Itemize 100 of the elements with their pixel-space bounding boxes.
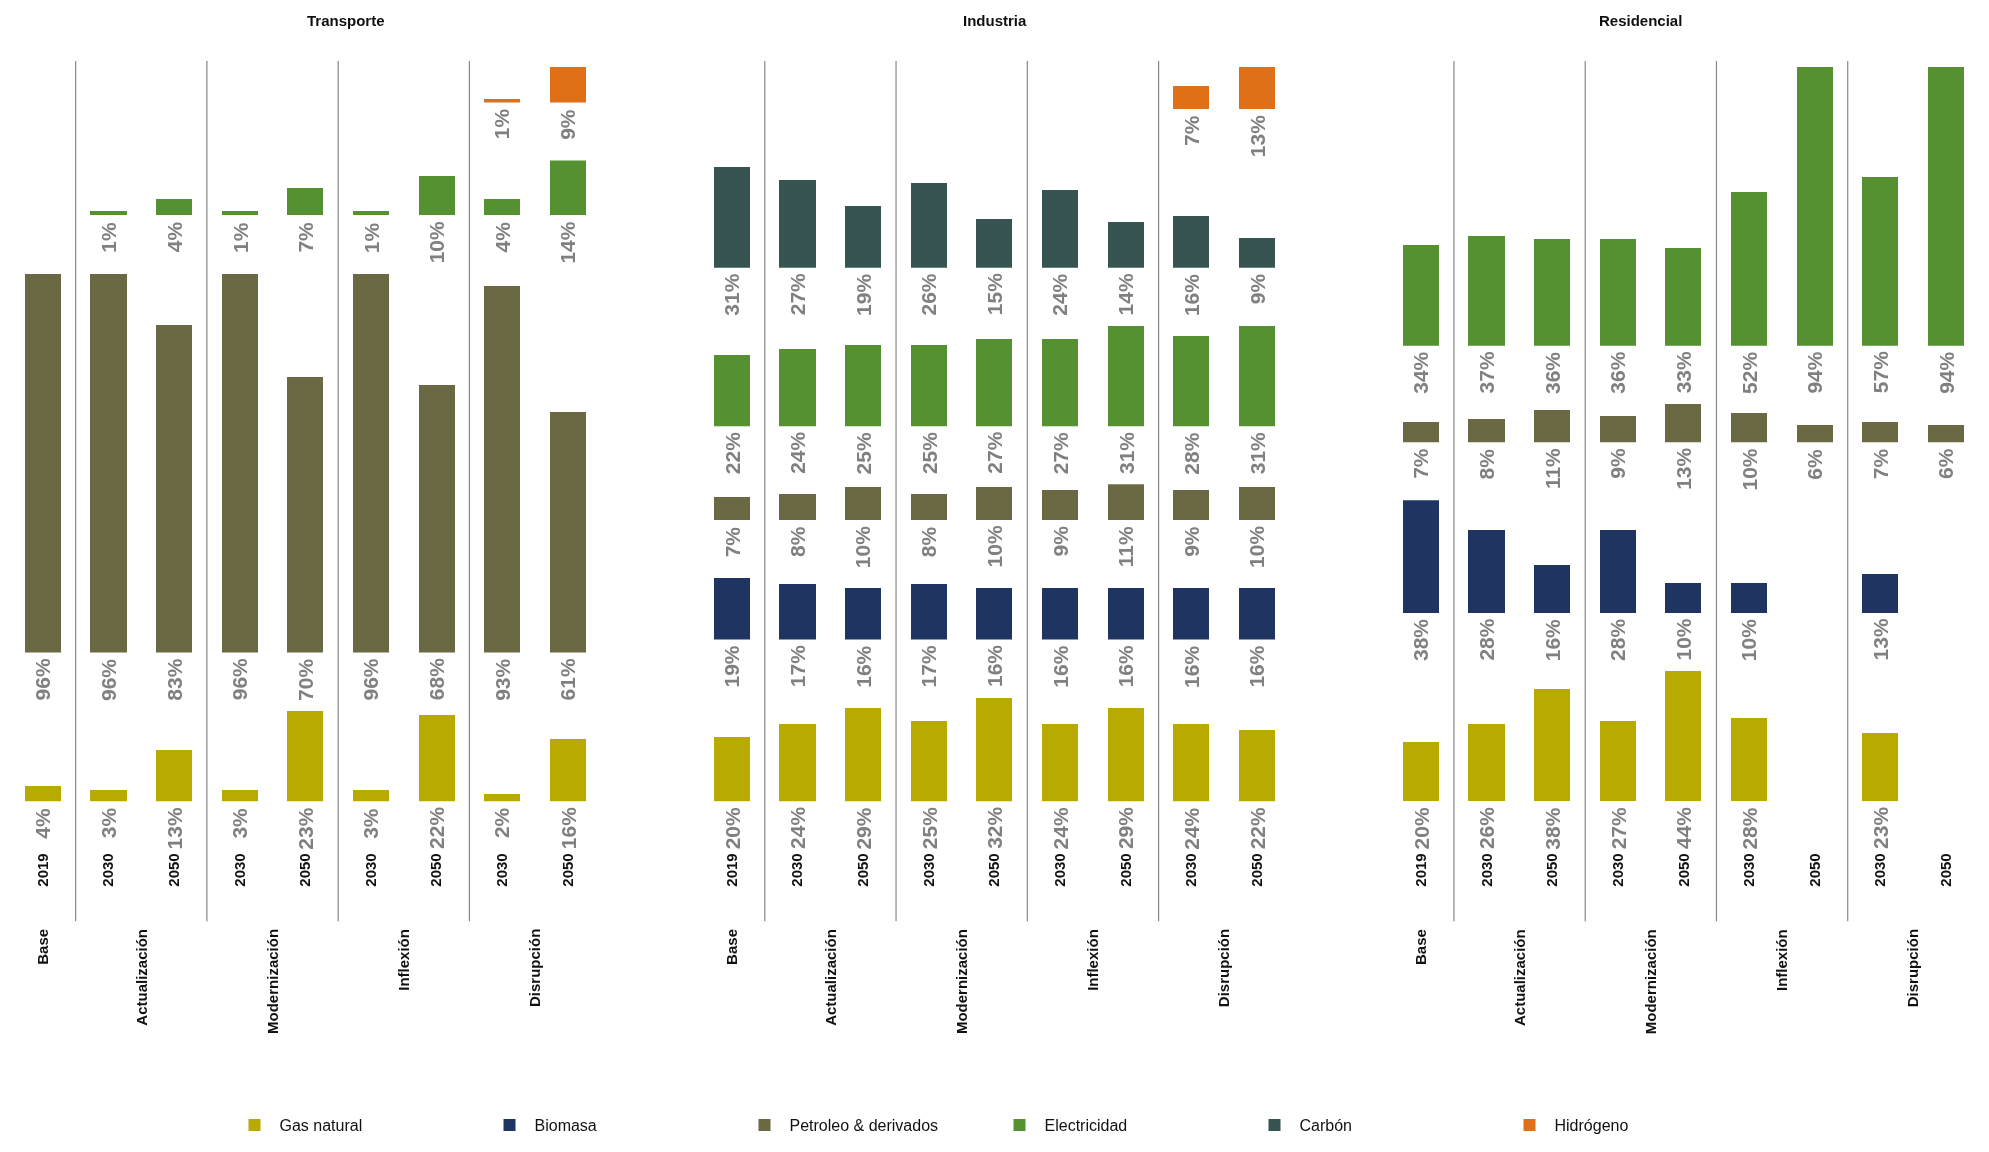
data-label: 27% — [1606, 807, 1630, 850]
data-label: 25% — [917, 806, 941, 850]
data-label: 2% — [490, 807, 514, 839]
data-label: 4% — [491, 221, 515, 253]
bar — [25, 785, 61, 802]
bar — [976, 338, 1013, 427]
data-label: 26% — [917, 273, 941, 316]
bar — [1600, 530, 1637, 613]
text: Modernización — [1642, 929, 1660, 1035]
data-label: 7% — [1179, 115, 1203, 147]
x-tick-label: 2019 — [33, 853, 51, 887]
data-label: 4% — [162, 221, 186, 253]
bar — [156, 199, 192, 216]
bar — [1239, 729, 1276, 802]
data-label: 24% — [786, 431, 810, 474]
text: Base — [723, 929, 741, 965]
data-label: 19% — [851, 273, 875, 316]
x-tick-label: 2019 — [722, 853, 740, 887]
data-label: 9% — [1180, 526, 1203, 557]
legend-label: Electricidad — [1044, 1117, 1128, 1135]
data-label: 10% — [1737, 618, 1761, 662]
x-tick-label: 2050 — [558, 853, 576, 887]
data-label: 3% — [359, 808, 383, 839]
data-label: 16% — [851, 645, 875, 688]
data-label: 10% — [982, 525, 1006, 568]
text: Modernización — [953, 929, 971, 1035]
bar — [845, 344, 882, 427]
data-label: 10% — [424, 220, 448, 264]
bar — [1534, 409, 1571, 443]
data-label: 17% — [917, 645, 941, 688]
bar — [353, 789, 389, 802]
bar — [90, 211, 127, 216]
data-label: 13% — [1245, 114, 1269, 158]
data-label: 10% — [1245, 525, 1269, 568]
bar — [484, 199, 520, 216]
bar — [1600, 415, 1637, 443]
bar — [845, 487, 882, 520]
legend-label: Gas natural — [279, 1117, 363, 1135]
bar — [911, 494, 948, 520]
bar — [419, 384, 455, 653]
data-label: 9% — [1606, 448, 1630, 479]
bar — [779, 723, 817, 802]
data-label: 96% — [359, 658, 383, 701]
data-label: 16% — [1048, 645, 1072, 688]
data-label: 24% — [1048, 273, 1072, 316]
bar — [484, 793, 520, 802]
bar — [714, 736, 751, 802]
data-label: 31% — [720, 273, 744, 316]
x-tick-label: 2030 — [1740, 853, 1758, 887]
bar — [353, 211, 389, 216]
data-label: 7% — [720, 526, 744, 558]
text: Inflexión — [394, 929, 412, 991]
data-label: 16% — [1179, 645, 1203, 688]
text: Modernización — [264, 928, 282, 1034]
data-label: 38% — [1541, 807, 1565, 850]
bar — [845, 206, 882, 268]
data-label: 96% — [228, 657, 252, 701]
text: Disrupción — [1904, 928, 1922, 1008]
chart-title: Industria — [963, 12, 1027, 29]
bar — [911, 720, 948, 802]
text: Disrupción — [1215, 928, 1233, 1008]
data-label: 24% — [786, 806, 810, 849]
bar — [1108, 707, 1145, 802]
bar — [1534, 565, 1571, 613]
x-tick-label: 2050 — [296, 853, 314, 887]
bar — [1108, 222, 1145, 268]
data-label: 16% — [1540, 618, 1564, 662]
data-label: 96% — [96, 658, 120, 702]
data-label: 16% — [1245, 645, 1269, 688]
bar — [976, 219, 1013, 268]
bar — [1042, 190, 1079, 268]
data-label: 6% — [1934, 448, 1958, 479]
data-label: 29% — [851, 807, 875, 850]
data-label: 96% — [31, 658, 55, 701]
data-label: 7% — [1868, 448, 1892, 480]
data-label: 8% — [1475, 448, 1499, 480]
data-label: 17% — [786, 644, 810, 688]
bar — [1731, 717, 1768, 801]
bar — [287, 188, 323, 216]
bar — [1600, 720, 1637, 801]
bar — [156, 749, 192, 802]
bar — [1239, 238, 1276, 268]
bar — [779, 180, 817, 268]
bar — [1665, 247, 1702, 346]
bar — [550, 411, 586, 653]
data-label: 26% — [1475, 806, 1499, 850]
bar — [1731, 412, 1768, 443]
bar — [1108, 325, 1145, 427]
bar — [419, 714, 455, 802]
data-label: 20% — [1409, 807, 1433, 850]
x-tick-label: 2030 — [1051, 853, 1069, 887]
bar — [1173, 216, 1210, 268]
data-label: 15% — [982, 272, 1006, 316]
data-label: 16% — [1114, 644, 1138, 688]
x-tick-label: 2050 — [164, 853, 182, 887]
data-label: 33% — [1671, 350, 1695, 394]
bar — [1665, 583, 1702, 613]
bar — [1468, 235, 1506, 346]
data-label: 14% — [556, 221, 580, 264]
text: Inflexión — [1084, 929, 1102, 991]
